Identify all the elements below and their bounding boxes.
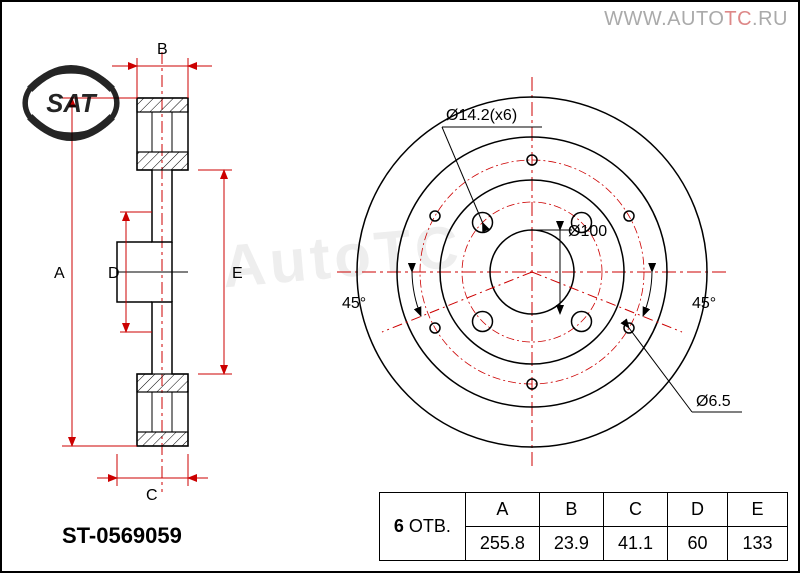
cell: 255.8 [465,527,539,561]
angle-left-label: 45° [342,295,366,312]
dim-a-label: A [54,265,65,282]
col-header: A [465,493,539,527]
cell: 133 [728,527,788,561]
col-header: E [728,493,788,527]
cell: 23.9 [539,527,603,561]
brand-logo: SAT [16,38,126,168]
cell: 60 [668,527,728,561]
hole-count-sub: ОТВ. [409,516,451,536]
col-header: C [603,493,667,527]
cell: 41.1 [603,527,667,561]
svg-text:SAT: SAT [46,90,98,118]
dim-c-label: C [146,487,158,504]
part-number: ST-0569059 [62,523,182,549]
hole-count: 6 [394,516,404,536]
dim-e-label: E [232,265,243,282]
bolt-dia-label: Ø14.2(x6) [446,107,517,124]
bore-dia-label: Ø100 [568,223,607,240]
table-row: 6 ОТВ. A B C D E [379,493,787,527]
small-hole-dia-label: Ø6.5 [696,393,731,410]
dim-b-label: B [157,41,168,58]
col-header: D [668,493,728,527]
drawing-frame: WWW.AUTOTC.RU AutoTC SAT [0,0,800,573]
col-header: B [539,493,603,527]
dimension-table: 6 ОТВ. A B C D E 255.8 23.9 41.1 60 133 [379,492,788,561]
dim-d-label: D [108,265,120,282]
front-face-view: Ø14.2(x6) Ø100 Ø6.5 45° 45° [337,77,742,467]
angle-right-label: 45° [692,295,716,312]
